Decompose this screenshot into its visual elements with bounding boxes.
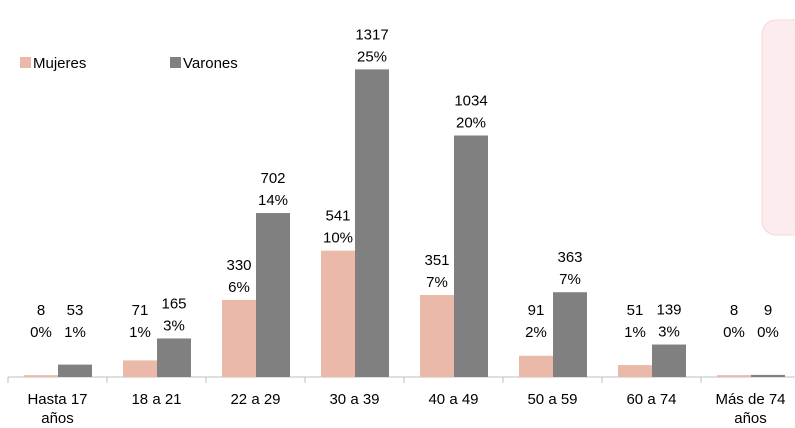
- x-tick-label: 30 a 39: [329, 391, 380, 408]
- bar: [157, 338, 191, 377]
- data-label: 541: [325, 208, 350, 225]
- data-label: 8: [730, 302, 738, 319]
- bar: [321, 250, 355, 377]
- data-label: 702: [260, 170, 285, 187]
- x-tick-label: 40 a 49: [428, 391, 479, 408]
- bar: [454, 135, 488, 377]
- data-label: 8: [37, 302, 45, 319]
- bar: [123, 360, 157, 377]
- x-tick-label: 18 a 21: [131, 391, 182, 408]
- bar: [519, 355, 553, 377]
- data-label: 1034: [454, 92, 487, 109]
- legend-label: Mujeres: [33, 55, 86, 72]
- data-label-share: 1%: [64, 324, 86, 341]
- x-tick-label: 60 a 74: [626, 391, 677, 408]
- data-label-share: 0%: [723, 324, 745, 341]
- bar: [58, 364, 92, 377]
- data-label: 71: [132, 302, 149, 319]
- data-label-share: 2%: [525, 324, 547, 341]
- x-tick-label: 22 a 29: [230, 391, 281, 408]
- data-label: 9: [764, 302, 772, 319]
- data-label-share: 7%: [559, 271, 581, 288]
- data-label-share: 1%: [129, 324, 151, 341]
- x-tick-label: Más de 74 años: [715, 391, 786, 427]
- legend-swatch: [20, 57, 31, 68]
- bar: [553, 292, 587, 377]
- data-label: 53: [67, 302, 84, 319]
- x-tick-label: Hasta 17 años: [27, 391, 88, 427]
- data-label-share: 3%: [658, 324, 680, 341]
- data-label: 91: [528, 302, 545, 319]
- data-label-share: 6%: [228, 279, 250, 296]
- data-label: 165: [161, 295, 186, 312]
- data-label: 363: [557, 249, 582, 266]
- data-label-share: 14%: [258, 192, 288, 209]
- data-label-share: 0%: [757, 324, 779, 341]
- data-label-share: 10%: [323, 230, 353, 247]
- data-label-share: 0%: [30, 324, 52, 341]
- legend-swatch: [170, 57, 181, 68]
- bar: [717, 375, 751, 377]
- data-label-share: 20%: [456, 114, 486, 131]
- data-label-share: 1%: [624, 324, 646, 341]
- data-label-share: 7%: [426, 274, 448, 291]
- callout-box: [761, 19, 795, 236]
- legend-label: Varones: [183, 55, 238, 72]
- data-label-share: 25%: [357, 48, 387, 65]
- data-label: 139: [656, 302, 681, 319]
- bar: [24, 375, 58, 377]
- bar: [751, 374, 785, 377]
- bar: [652, 344, 686, 377]
- data-label: 351: [424, 252, 449, 269]
- data-label: 51: [627, 302, 644, 319]
- bar: [355, 69, 389, 378]
- bar: [256, 213, 290, 377]
- data-label: 1317: [355, 26, 388, 43]
- data-label-share: 3%: [163, 317, 185, 334]
- data-label: 330: [226, 257, 251, 274]
- bar: [618, 365, 652, 377]
- x-tick-label: 50 a 59: [527, 391, 578, 408]
- bar: [420, 295, 454, 377]
- bar: [222, 299, 256, 377]
